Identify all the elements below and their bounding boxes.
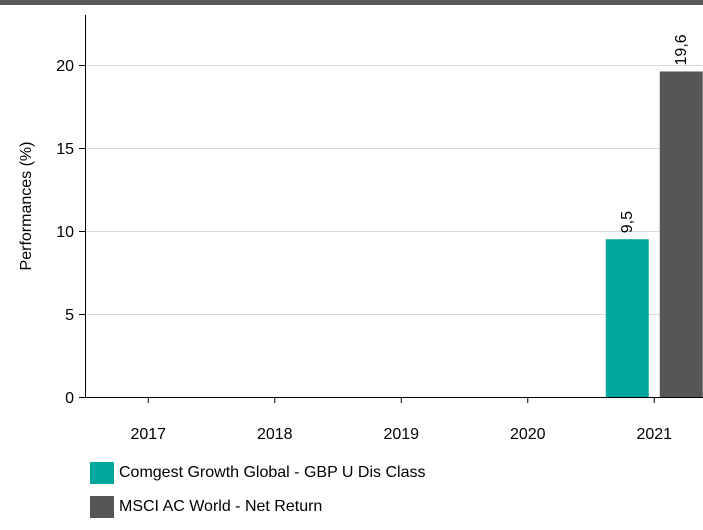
bar <box>605 239 649 397</box>
legend-label-fund: Comgest Growth Global - GBP U Dis Class <box>119 464 426 481</box>
legend-swatch-index <box>90 496 114 518</box>
y-tick-label: 0 <box>65 390 74 407</box>
x-tick-label: 2017 <box>130 426 166 443</box>
top-bar <box>0 0 703 5</box>
legend-swatch-fund <box>90 462 114 484</box>
y-tick-label: 20 <box>56 58 74 75</box>
legend-item-index: MSCI AC World - Net Return <box>90 496 425 518</box>
data-label: 19,6 <box>673 34 690 65</box>
legend: Comgest Growth Global - GBP U Dis Class … <box>90 462 425 530</box>
legend-item-fund: Comgest Growth Global - GBP U Dis Class <box>90 462 425 484</box>
y-tick-label: 15 <box>56 141 74 158</box>
x-tick-label: 2019 <box>383 426 419 443</box>
x-tick-label: 2018 <box>257 426 293 443</box>
y-tick-label: 5 <box>65 307 74 324</box>
legend-label-index: MSCI AC World - Net Return <box>119 498 323 515</box>
y-axis-label: Performances (%) <box>18 142 35 271</box>
y-tick-label: 10 <box>56 224 74 241</box>
data-label: 9,5 <box>619 211 636 233</box>
bar <box>659 71 703 397</box>
x-tick-label: 2021 <box>636 426 672 443</box>
x-tick-label: 2020 <box>510 426 546 443</box>
bar-chart: 0 5 10 15 20 9,5 19,6 2017 2018 2019 2020 2021 Perfo… <box>18 15 703 443</box>
